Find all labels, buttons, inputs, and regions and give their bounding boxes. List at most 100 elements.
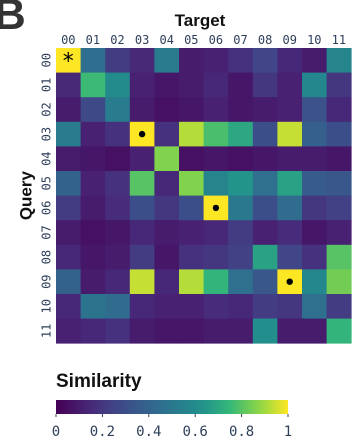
heatmap-cell — [228, 220, 254, 246]
heatmap-cell — [129, 220, 155, 246]
heatmap-cell — [179, 48, 204, 73]
heatmap-cell — [252, 318, 278, 344]
heatmap-cell — [277, 195, 303, 221]
heatmap-cell — [326, 72, 352, 98]
heatmap-cell — [56, 97, 81, 123]
heatmap-cell — [203, 220, 229, 246]
heatmap-cell — [302, 244, 327, 270]
heatmap-cell — [228, 97, 254, 123]
heatmap-cell — [228, 244, 254, 270]
heatmap-cell — [228, 318, 254, 344]
heatmap-cell — [277, 48, 303, 73]
heatmap-cell — [326, 97, 352, 123]
heatmap-cell — [179, 121, 204, 147]
heatmap-cell — [203, 146, 229, 172]
colorbar — [56, 400, 288, 414]
heatmap-cell — [80, 294, 106, 319]
y-tick-label: 11 — [40, 324, 54, 338]
x-tick-label: 07 — [233, 33, 247, 47]
heatmap-cell — [56, 72, 81, 98]
heatmap-cell — [129, 146, 155, 172]
heatmap-cell — [326, 269, 352, 295]
y-tick-label: 06 — [40, 201, 54, 215]
heatmap-cell — [154, 294, 180, 319]
cell-marker — [286, 278, 293, 285]
y-tick-label: 05 — [40, 176, 54, 190]
heatmap-cell — [154, 244, 180, 270]
heatmap-cell — [179, 318, 204, 344]
heatmap-cell — [302, 146, 327, 172]
heatmap-cell — [56, 48, 81, 73]
heatmap-cell — [228, 48, 254, 73]
colorbar-tick-label: 0.6 — [183, 424, 208, 440]
heatmap-cell — [105, 269, 131, 295]
heatmap-cell — [129, 318, 155, 344]
heatmap-cell — [277, 146, 303, 172]
heatmap-cell — [203, 121, 229, 147]
heatmap-cell — [56, 269, 81, 295]
y-tick-label: 08 — [40, 250, 54, 264]
heatmap-cell — [56, 195, 81, 221]
heatmap-cell — [129, 171, 155, 196]
x-tick-label: 10 — [307, 33, 321, 47]
heatmap-cell — [326, 195, 352, 221]
heatmap-cell — [228, 146, 254, 172]
heatmap-cell — [80, 97, 106, 123]
heatmap-cell — [105, 244, 131, 270]
heatmap-cell — [154, 146, 180, 172]
heatmap-cell — [277, 294, 303, 319]
heatmap-cell — [154, 72, 180, 98]
heatmap-cell — [228, 294, 254, 319]
cell-marker — [212, 204, 220, 212]
heatmap-cell — [80, 171, 106, 196]
heatmap-cell — [277, 244, 303, 270]
heatmap-cell — [228, 171, 254, 196]
colorbar-tick-label: 0.8 — [229, 424, 254, 440]
heatmap-cell — [56, 146, 81, 172]
heatmap-cell — [80, 48, 106, 73]
heatmap-cell — [252, 121, 278, 147]
x-axis-title: Target — [175, 11, 226, 30]
heatmap-cell — [56, 220, 81, 246]
heatmap-cell — [80, 72, 106, 98]
heatmap-cell — [129, 294, 155, 319]
heatmap-cell — [154, 48, 180, 73]
heatmap-cell — [154, 318, 180, 344]
heatmap-cell — [203, 294, 229, 319]
heatmap-cell — [302, 269, 327, 295]
heatmap-cell — [228, 72, 254, 98]
x-tick-label: 06 — [209, 33, 223, 47]
heatmap-cell — [277, 220, 303, 246]
heatmap-cell — [179, 72, 204, 98]
heatmap-cell — [228, 121, 254, 147]
x-tick-label: 05 — [184, 33, 198, 47]
y-tick-label: 02 — [40, 102, 54, 116]
heatmap-cell — [326, 171, 352, 196]
y-tick-label: 01 — [40, 78, 54, 92]
x-tick-label: 02 — [110, 33, 124, 47]
heatmap-cell — [252, 48, 278, 73]
heatmap-cell — [203, 269, 229, 295]
heatmap-cell — [56, 294, 81, 319]
heatmap-cell — [105, 72, 131, 98]
heatmap-cell — [203, 48, 229, 73]
x-tick-label: 11 — [332, 33, 346, 47]
heatmap-cell — [252, 146, 278, 172]
heatmap-cell — [179, 146, 204, 172]
heatmap-cell — [252, 220, 278, 246]
heatmap-cell — [302, 72, 327, 98]
y-axis-title: Query — [16, 170, 35, 220]
heatmap-cell — [277, 171, 303, 196]
heatmap-cell — [277, 97, 303, 123]
heatmap-cell — [129, 97, 155, 123]
heatmap-cell — [80, 318, 106, 344]
heatmap-cell — [302, 121, 327, 147]
heatmap-cell — [80, 195, 106, 221]
heatmap-cell — [129, 48, 155, 73]
colorbar-title: Similarity — [56, 371, 142, 392]
heatmap-cell — [105, 48, 131, 73]
heatmap-cell — [154, 220, 180, 246]
heatmap-cell — [179, 269, 204, 295]
heatmap-cell — [302, 195, 327, 221]
cell-marker: * — [63, 49, 74, 74]
